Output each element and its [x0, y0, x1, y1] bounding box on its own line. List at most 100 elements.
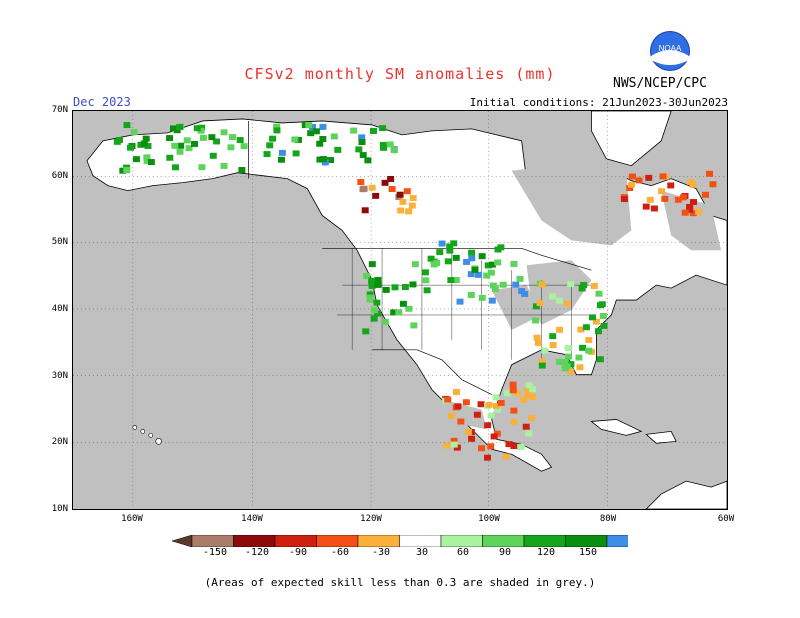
anomaly-cell: [674, 196, 682, 203]
anomaly-cell: [510, 407, 518, 414]
anomaly-cell: [409, 281, 417, 288]
map-title: CFSv2 monthly SM anomalies (mm): [244, 65, 556, 83]
anomaly-cell: [575, 354, 583, 361]
anomaly-cell: [410, 322, 418, 329]
anomaly-cell: [213, 138, 221, 145]
anomaly-cell: [132, 156, 140, 163]
anomaly-cell: [350, 127, 358, 134]
anomaly-cell: [191, 140, 199, 147]
anomaly-cell: [399, 198, 407, 205]
anomaly-cell: [227, 144, 235, 151]
anomaly-cell: [549, 333, 557, 340]
logo-text: NOAA: [659, 44, 682, 53]
skill-note: (Areas of expected skill less than 0.3 a…: [204, 576, 596, 589]
anomaly-cell: [185, 145, 193, 152]
colorbar-segment: [606, 535, 628, 547]
anomaly-cell: [658, 188, 666, 195]
anomaly-cell: [380, 144, 388, 151]
colorbar-tick: -90: [288, 547, 308, 558]
anomaly-cell: [467, 271, 475, 278]
anomaly-cell: [301, 122, 309, 129]
anomaly-cell: [590, 282, 598, 289]
lon-label-60w: 60W: [717, 514, 735, 524]
anomaly-cell: [370, 307, 378, 314]
anomaly-cell: [564, 345, 572, 352]
lat-label-30n: 30N: [51, 371, 68, 381]
anomaly-cell: [360, 185, 368, 192]
anomaly-cell: [147, 159, 155, 166]
low-skill-shading: [441, 160, 722, 430]
land-hawaii: [132, 425, 163, 445]
anomaly-cell: [534, 339, 542, 346]
anomaly-cell: [364, 157, 372, 164]
anomaly-cell: [646, 196, 654, 203]
anomaly-cell: [689, 210, 697, 217]
anomaly-cell: [171, 164, 179, 171]
colorbar-segment: [233, 535, 276, 547]
anomaly-cell: [628, 181, 635, 188]
lon-label-120w: 120W: [360, 514, 382, 524]
anomaly-cell: [438, 240, 446, 247]
anomaly-cell: [585, 337, 593, 344]
anomaly-cell: [595, 328, 602, 335]
anomaly-cell: [457, 418, 465, 425]
anomaly-cell: [454, 403, 462, 410]
anomaly-cell: [119, 167, 127, 174]
anomaly-cell: [273, 127, 281, 134]
anomaly-cell: [357, 179, 365, 186]
land-cuba: [590, 419, 643, 436]
anomaly-cell: [484, 454, 492, 461]
anomaly-cell: [533, 334, 541, 341]
anomaly-cell: [626, 185, 634, 191]
anomaly-cell: [395, 309, 403, 316]
initial-conditions-label: Initial conditions: 21Jun2023-30Jun2023: [469, 96, 728, 109]
anomaly-cell: [319, 123, 327, 130]
anomaly-cell: [173, 127, 181, 134]
anomaly-cell: [381, 318, 389, 325]
anomaly-cell: [171, 142, 179, 149]
lat-label-70n: 70N: [51, 105, 68, 115]
anomaly-cell: [368, 282, 376, 289]
anomaly-cell: [291, 136, 299, 143]
anomaly-cell: [399, 300, 407, 307]
anomaly-cell: [493, 406, 501, 413]
anomaly-cell: [522, 423, 530, 430]
anomaly-cell: [468, 249, 476, 256]
lon-label-160w: 160W: [121, 514, 143, 524]
anomaly-cell: [509, 381, 517, 388]
agency-label: NWS/NCEP/CPC: [613, 76, 707, 91]
anomaly-cell: [307, 130, 315, 137]
colorbar: [172, 535, 628, 547]
anomaly-cell: [510, 443, 518, 450]
anomaly-cell: [450, 240, 458, 247]
colorbar-low-arrow: [172, 535, 193, 547]
land-south-america: [645, 480, 727, 509]
anomaly-cell: [567, 368, 575, 375]
anomaly-cell: [512, 281, 520, 288]
anomaly-cell: [447, 277, 455, 284]
anomaly-cell: [368, 184, 376, 191]
colorbar-tick: -30: [371, 547, 391, 558]
colorbar-tick: -60: [330, 547, 350, 558]
anomaly-cell: [177, 142, 185, 149]
anomaly-cell: [278, 149, 286, 156]
anomaly-cell: [363, 272, 370, 279]
anomaly-cell: [305, 122, 313, 129]
anomaly-cell: [199, 134, 207, 141]
colorbar-tick: 120: [536, 547, 556, 558]
anomaly-cell: [370, 315, 378, 322]
anomaly-cell: [142, 135, 150, 142]
lead-month-label: Dec 2023: [73, 95, 131, 109]
anomaly-cell: [524, 392, 532, 399]
anomaly-cell: [238, 167, 246, 173]
colorbar-segment: [565, 535, 608, 547]
anomaly-cell: [327, 157, 335, 164]
anomaly-cell: [358, 134, 366, 141]
anomaly-cell: [452, 254, 460, 261]
anomaly-cell: [411, 261, 419, 268]
anomaly-cell: [642, 203, 650, 210]
lon-label-140w: 140W: [241, 514, 263, 524]
anomaly-cell: [487, 443, 495, 450]
anomaly-cell: [659, 173, 667, 180]
anomaly-cell: [292, 150, 300, 157]
